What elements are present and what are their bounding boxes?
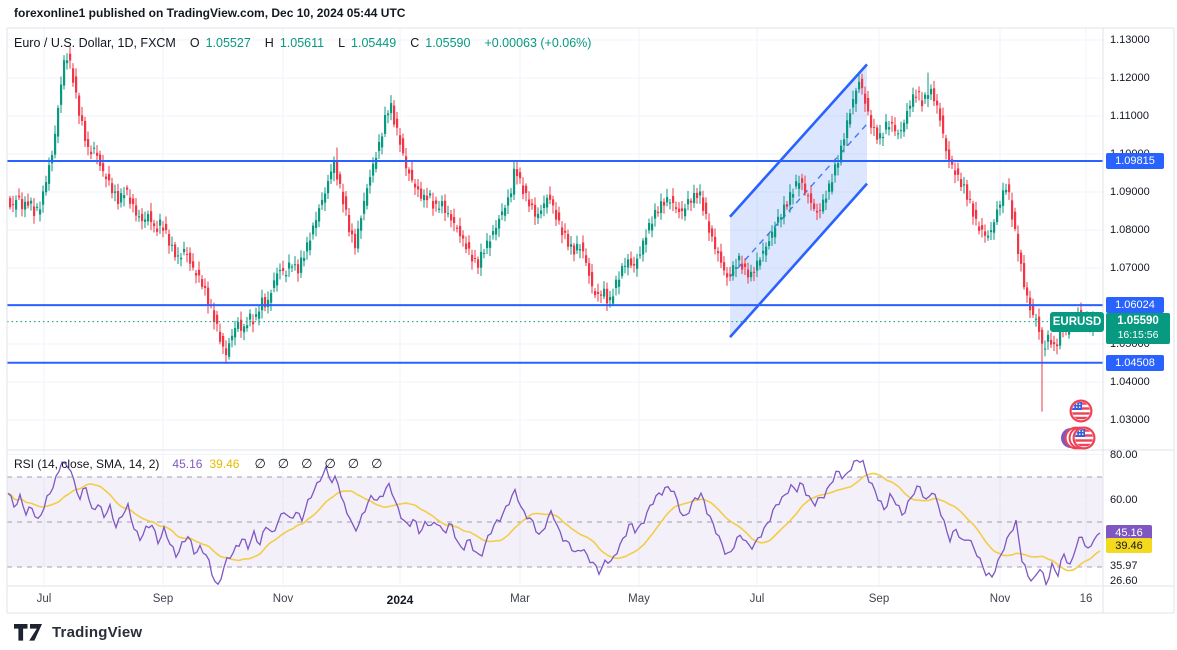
rsi-line[interactable]	[7, 459, 1101, 586]
tradingview-logo-icon	[14, 624, 42, 641]
close-label: C	[410, 36, 420, 50]
price-axis-tick[interactable]: 1.11000	[1110, 110, 1149, 122]
time-axis-label[interactable]: Sep	[152, 593, 174, 605]
price-axis-tick[interactable]: 1.04000	[1110, 376, 1150, 388]
level-price-tag[interactable]: 1.04508	[1106, 354, 1164, 371]
level-price-tag[interactable]: 1.09815	[1106, 153, 1164, 170]
time-axis-label[interactable]: 2024	[386, 593, 414, 607]
symbol-price-flag[interactable]: EURUSD	[1050, 311, 1104, 332]
rsi-sma-value: 39.46	[209, 457, 240, 471]
rsi-axis-tick[interactable]: 35.97	[1110, 560, 1138, 572]
high-label: H	[264, 36, 274, 50]
rsi-hidden-plot-icons: ∅ ∅ ∅ ∅ ∅ ∅	[254, 456, 382, 472]
rsi-value-tag: 45.16	[1106, 525, 1152, 541]
symbol-title: Euro / U.S. Dollar, 1D, FXCM	[14, 36, 176, 50]
economic-event-usd-icon[interactable]	[1072, 426, 1096, 450]
high-value: 1.05611	[279, 36, 325, 50]
time-axis-label[interactable]: Nov	[272, 593, 294, 605]
candles[interactable]	[9, 46, 1098, 412]
time-axis-label[interactable]: Mar	[510, 593, 530, 605]
time-axis-label[interactable]: May	[628, 593, 650, 605]
low-value: 1.05449	[351, 36, 397, 50]
rsi-axis-tick[interactable]: 80.00	[1110, 448, 1138, 461]
tradingview-footer[interactable]: TradingView	[14, 624, 142, 641]
last-price-value: 1.05590	[1117, 314, 1159, 327]
empty-set-icon: ∅	[254, 456, 266, 471]
empty-set-icon: ∅	[347, 456, 360, 471]
bar-countdown: 16:15:56	[1117, 328, 1159, 341]
empty-set-icon: ∅	[371, 456, 383, 471]
published-byline: forexonline1 published on TradingView.co…	[14, 6, 406, 20]
price-axis-tick[interactable]: 1.12000	[1110, 72, 1150, 84]
rsi-axis-tick[interactable]: 60.00	[1110, 493, 1138, 506]
close-value: 1.05590	[425, 36, 471, 50]
channel-upper-line[interactable]	[729, 63, 868, 218]
economic-event-usd-icon[interactable]	[1069, 399, 1093, 423]
open-value: 1.05527	[205, 36, 251, 50]
price-axis-tick[interactable]: 1.03000	[1110, 414, 1150, 426]
time-axis-label[interactable]: Nov	[989, 593, 1011, 605]
symbol-legend[interactable]: Euro / U.S. Dollar, 1D, FXCM O 1.05527 H…	[14, 36, 591, 50]
rsi-legend[interactable]: RSI (14, close, SMA, 14, 2) 45.16 39.46 …	[14, 456, 382, 472]
time-axis-label[interactable]: Jul	[749, 593, 765, 605]
last-price-tag[interactable]: 1.05590 16:15:56	[1106, 312, 1170, 344]
price-axis-tick[interactable]: 1.09000	[1110, 186, 1150, 198]
empty-set-icon: ∅	[301, 456, 313, 471]
open-label: O	[189, 36, 200, 50]
low-label: L	[338, 36, 346, 50]
channel-lower-line[interactable]	[729, 182, 868, 339]
rsi-axis-tick[interactable]: 26.60	[1110, 575, 1138, 587]
change-value: +0.00063 (+0.06%)	[484, 36, 592, 50]
price-axis-tick[interactable]: 1.07000	[1110, 262, 1150, 274]
empty-set-icon: ∅	[277, 456, 290, 471]
level-price-tag[interactable]: 1.06024	[1106, 297, 1164, 314]
time-axis-label[interactable]: 16	[1079, 593, 1093, 605]
rsi-title: RSI (14, close, SMA, 14, 2)	[14, 457, 160, 471]
price-axis-tick[interactable]: 1.13000	[1110, 34, 1150, 46]
price-axis-tick[interactable]: 1.08000	[1110, 224, 1150, 236]
empty-set-icon: ∅	[324, 456, 336, 471]
rsi-sma-value-tag: 39.46	[1106, 538, 1152, 554]
time-axis-label[interactable]: Sep	[868, 593, 890, 605]
tradingview-brand-text: TradingView	[52, 624, 143, 641]
time-axis-label[interactable]: Jul	[36, 593, 52, 605]
rsi-current-value: 45.16	[172, 457, 203, 471]
